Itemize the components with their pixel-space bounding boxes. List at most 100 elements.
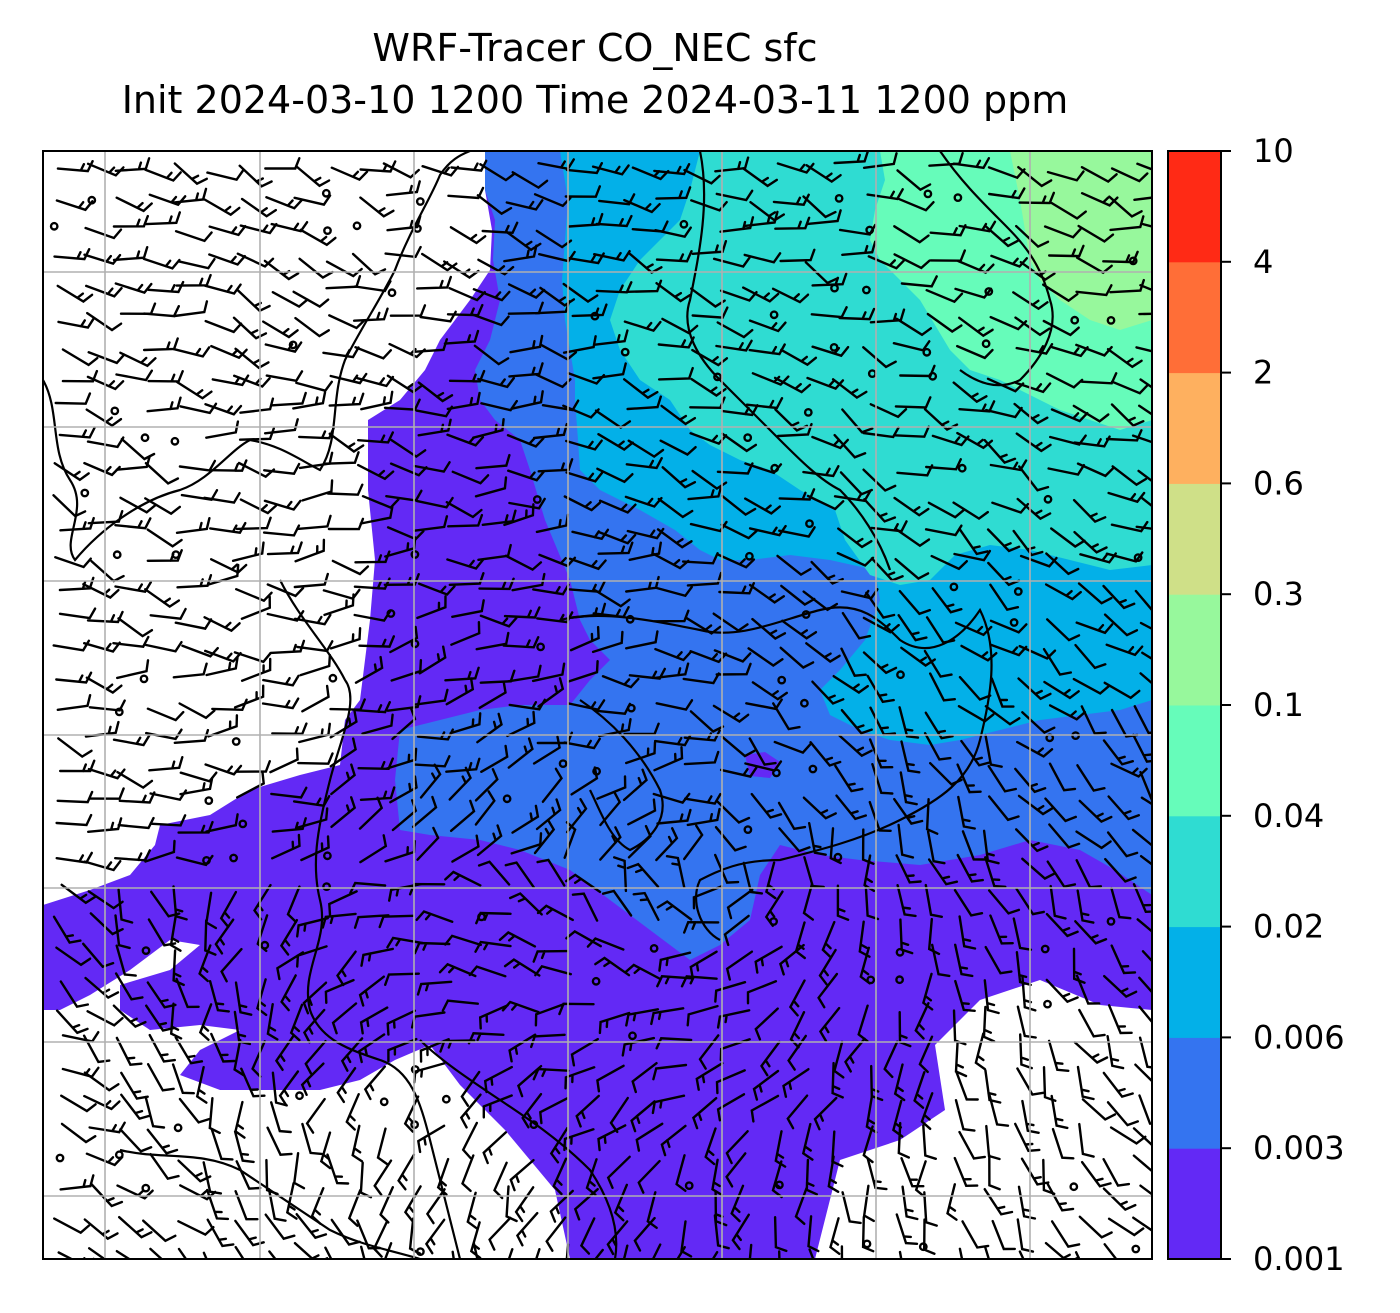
wind-barb <box>263 499 302 511</box>
wind-barbs <box>49 151 1152 1259</box>
wind-barb <box>806 376 845 391</box>
calm-wind-marker <box>805 519 814 528</box>
wind-barb <box>794 1187 808 1225</box>
wind-barb <box>1106 348 1143 369</box>
wind-barb <box>988 1154 1001 1191</box>
wind-barb <box>563 495 601 512</box>
wind-barb <box>596 1064 625 1093</box>
wind-barb <box>234 347 270 370</box>
wind-barb <box>929 249 966 262</box>
wind-barb <box>714 853 740 884</box>
wind-barb <box>532 735 561 765</box>
wind-barb <box>61 348 99 367</box>
wind-barb <box>656 528 693 549</box>
wind-barb <box>114 849 151 862</box>
map-area <box>43 151 1152 1259</box>
wind-barb <box>148 193 187 207</box>
wind-barb <box>927 858 959 886</box>
wind-barb <box>567 660 599 683</box>
wind-barb <box>509 892 543 916</box>
wind-barb <box>1136 162 1152 171</box>
calm-wind-marker <box>1069 1182 1079 1192</box>
wind-barb <box>117 617 154 638</box>
wind-barb <box>482 1094 513 1119</box>
wind-barb <box>510 390 544 410</box>
wind-barb <box>811 272 848 287</box>
wind-barb <box>300 1062 325 1096</box>
wind-barb <box>866 674 895 704</box>
wind-barb <box>750 792 783 819</box>
wind-barb <box>675 1154 687 1192</box>
wind-barb <box>474 790 496 826</box>
wind-barb <box>987 764 1017 793</box>
wind-barb <box>922 972 934 1011</box>
wind-barb <box>831 378 868 400</box>
wind-barb <box>1080 705 1107 735</box>
wind-barb <box>1043 680 1080 700</box>
wind-barb <box>329 709 358 739</box>
wind-barb <box>445 757 481 773</box>
wind-barb <box>565 873 602 894</box>
wind-barb <box>1075 830 1112 850</box>
calm-wind-marker <box>1043 999 1052 1009</box>
wind-barb <box>893 496 930 517</box>
wind-barb <box>953 549 992 562</box>
calm-wind-marker <box>140 433 150 443</box>
wind-barb <box>59 759 96 773</box>
calm-wind-marker <box>745 551 754 561</box>
wind-barb <box>52 915 82 944</box>
wind-barb <box>451 470 490 485</box>
wind-barb <box>234 1245 245 1259</box>
wind-barb <box>983 1188 1014 1216</box>
wind-barb <box>1140 796 1152 806</box>
wind-barb <box>448 766 472 801</box>
wind-barb <box>747 647 784 667</box>
wind-barb <box>232 316 268 340</box>
wind-barb <box>144 839 176 863</box>
wind-barb <box>58 426 96 439</box>
wind-barb <box>676 1246 686 1259</box>
wind-barb <box>349 881 387 895</box>
wind-barb <box>173 300 209 318</box>
calm-wind-marker <box>1009 618 1019 627</box>
wind-barb <box>195 1066 208 1104</box>
wind-barb <box>954 621 993 637</box>
wind-barb <box>692 885 723 910</box>
wind-barb <box>786 1094 809 1130</box>
wind-barb <box>321 912 357 929</box>
wind-barb <box>271 833 301 860</box>
wind-barb <box>695 1062 724 1091</box>
wind-barb <box>270 786 308 799</box>
calm-wind-marker <box>833 852 843 862</box>
wind-barb <box>359 786 396 801</box>
wind-barb <box>378 914 415 929</box>
wind-barb <box>606 1220 629 1256</box>
wind-barb <box>416 826 440 861</box>
wind-barb <box>267 1188 287 1222</box>
wind-barb <box>654 662 690 679</box>
wind-barb <box>205 656 239 677</box>
wind-barb <box>897 823 915 859</box>
wind-barb <box>356 375 395 388</box>
wind-barb <box>1015 343 1054 355</box>
wind-barb <box>1050 527 1086 548</box>
wind-barb <box>625 741 657 765</box>
calm-wind-marker <box>171 550 181 559</box>
wind-barb <box>1109 1126 1147 1145</box>
calm-wind-marker <box>775 1180 784 1190</box>
wind-barb <box>1132 1216 1152 1232</box>
wind-barb <box>271 1071 288 1107</box>
wind-barb <box>235 516 272 531</box>
wind-barb <box>265 196 303 210</box>
wind-barb <box>509 334 544 354</box>
calm-wind-marker <box>1043 494 1053 504</box>
wind-barb <box>682 672 720 685</box>
wind-barb <box>899 771 918 806</box>
wind-barb <box>836 551 875 567</box>
wind-barb <box>683 168 721 185</box>
calm-wind-marker <box>743 433 753 442</box>
wind-barb <box>1046 1182 1075 1212</box>
wind-barb <box>87 767 126 780</box>
wind-barb <box>446 558 485 570</box>
wind-barb <box>302 981 328 1015</box>
